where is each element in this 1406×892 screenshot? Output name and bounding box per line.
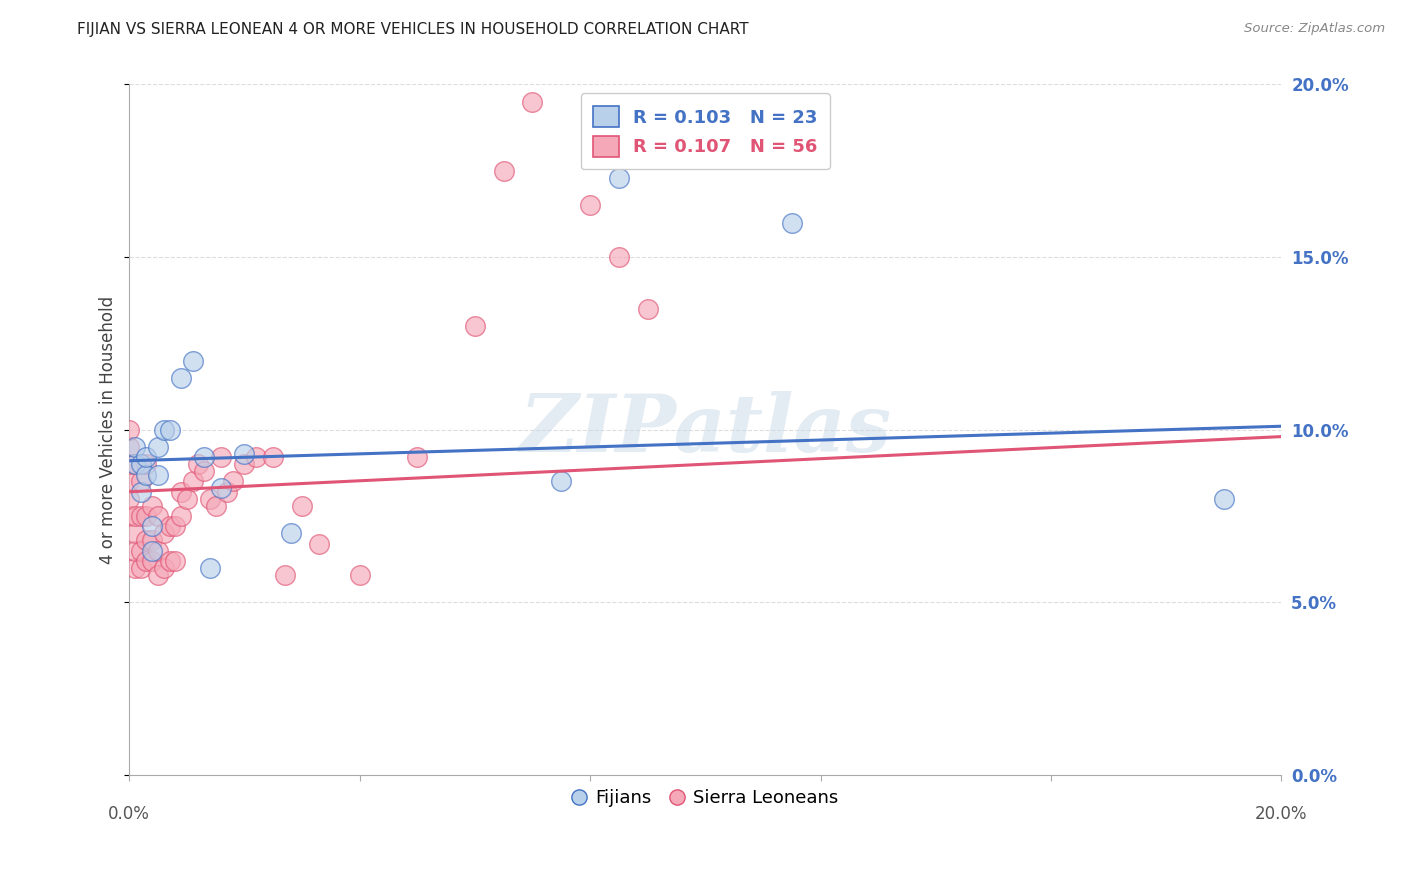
Point (146, 467, 169, 482)
Point (245, 450, 267, 465)
Point (152, 526, 174, 541)
Point (141, 499, 163, 513)
Point (135, 467, 157, 482)
Point (118, 440, 141, 454)
Point (308, 536, 330, 550)
Point (152, 423, 174, 437)
Point (217, 484, 239, 499)
Point (141, 543, 163, 558)
Point (135, 457, 157, 471)
Point (607, 170, 630, 185)
Point (1212, 491, 1234, 506)
Point (135, 450, 157, 465)
Point (152, 561, 174, 575)
Point (193, 450, 215, 465)
Point (492, 163, 515, 178)
Point (118, 457, 141, 471)
Point (233, 457, 256, 471)
Point (464, 319, 486, 334)
Point (146, 543, 169, 558)
Point (280, 526, 302, 541)
Legend: Fijians, Sierra Leoneans: Fijians, Sierra Leoneans (565, 781, 846, 814)
Point (170, 508, 193, 523)
Point (349, 567, 371, 582)
Point (550, 475, 572, 489)
Point (124, 508, 146, 523)
Point (135, 554, 157, 568)
Point (129, 484, 152, 499)
Point (204, 499, 226, 513)
Point (141, 554, 163, 568)
Point (124, 457, 146, 471)
Point (233, 447, 256, 461)
Point (129, 508, 152, 523)
Point (607, 250, 630, 264)
Point (176, 491, 198, 506)
Point (222, 475, 245, 489)
Point (780, 215, 803, 229)
Point (170, 484, 193, 499)
Point (193, 464, 215, 478)
Point (159, 554, 181, 568)
Point (118, 491, 141, 506)
Text: Source: ZipAtlas.com: Source: ZipAtlas.com (1244, 22, 1385, 36)
Point (146, 508, 169, 523)
Point (198, 491, 221, 506)
Y-axis label: 4 or more Vehicles in Household: 4 or more Vehicles in Household (100, 295, 117, 564)
Point (129, 475, 152, 489)
Point (262, 450, 284, 465)
Point (141, 519, 163, 533)
Point (291, 499, 314, 513)
Point (406, 450, 429, 465)
Point (522, 95, 544, 109)
Point (170, 371, 193, 385)
Point (159, 423, 181, 437)
Point (198, 561, 221, 575)
Point (124, 457, 146, 471)
Point (146, 567, 169, 582)
Point (124, 526, 146, 541)
Point (181, 353, 204, 368)
Point (129, 543, 152, 558)
Point (165, 519, 187, 533)
Point (118, 475, 141, 489)
Text: 20.0%: 20.0% (1256, 805, 1308, 823)
Point (141, 533, 163, 548)
Point (159, 519, 181, 533)
Point (118, 423, 141, 437)
Point (135, 508, 157, 523)
Point (124, 440, 146, 454)
Point (274, 567, 297, 582)
Point (187, 457, 209, 471)
Point (124, 543, 146, 558)
Point (181, 475, 204, 489)
Point (129, 457, 152, 471)
Point (165, 554, 187, 568)
Point (129, 561, 152, 575)
Point (209, 450, 232, 465)
Text: FIJIAN VS SIERRA LEONEAN 4 OR MORE VEHICLES IN HOUSEHOLD CORRELATION CHART: FIJIAN VS SIERRA LEONEAN 4 OR MORE VEHIC… (77, 22, 749, 37)
Point (124, 561, 146, 575)
Point (118, 508, 141, 523)
Text: 0.0%: 0.0% (108, 805, 150, 823)
Point (579, 198, 602, 212)
Point (146, 440, 169, 454)
Point (209, 482, 232, 496)
Point (135, 533, 157, 548)
Text: ZIPatlas: ZIPatlas (519, 391, 891, 468)
Point (637, 301, 659, 316)
